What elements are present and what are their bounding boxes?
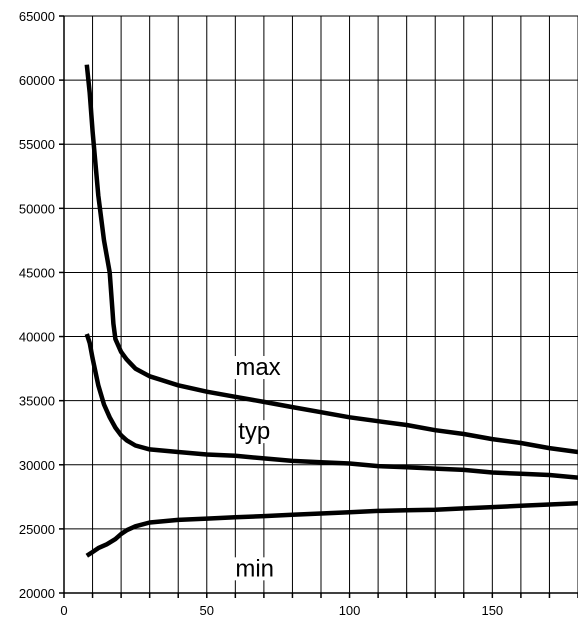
curve-labels: max typ min (233, 354, 283, 582)
series-line-max (84, 64, 578, 455)
y-tick-label: 40000 (19, 330, 55, 345)
curve-label-max: max (233, 354, 283, 381)
x-tick-label: 50 (200, 603, 214, 618)
series-line-min (85, 500, 578, 558)
tick-labels: 20000 25000 30000 35000 40000 45000 50000 55000… (19, 9, 503, 618)
curve-label-background (236, 420, 273, 444)
curve-label-background (233, 557, 277, 581)
x-tick-label: 100 (339, 603, 361, 618)
y-tick-label: 25000 (19, 522, 55, 537)
curve-label-typ: typ (236, 418, 273, 445)
axes (59, 15, 578, 598)
series-line-typ (84, 333, 578, 480)
y-tick-label: 20000 (19, 586, 55, 601)
curve-label-text: typ (238, 418, 270, 445)
y-tick-label: 65000 (19, 9, 55, 24)
y-tick-label: 30000 (19, 458, 55, 473)
curve-label-text: max (235, 354, 280, 381)
x-tick-label: 0 (60, 603, 67, 618)
y-tick-label: 45000 (19, 265, 55, 280)
y-tick-label: 60000 (19, 73, 55, 88)
curve-label-min: min (233, 555, 277, 582)
series-lines (84, 64, 578, 558)
x-tick-label: 150 (481, 603, 503, 618)
y-tick-label: 35000 (19, 394, 55, 409)
curve-label-text: min (235, 555, 274, 582)
y-tick-label: 55000 (19, 137, 55, 152)
y-tick-label: 50000 (19, 201, 55, 216)
curve-label-background (233, 356, 283, 380)
